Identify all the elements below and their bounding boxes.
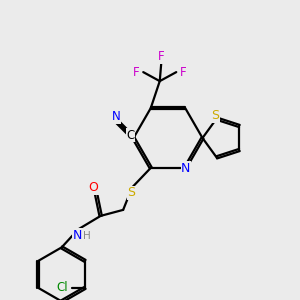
Text: C: C [127, 129, 135, 142]
Text: F: F [179, 66, 186, 79]
Text: S: S [128, 186, 136, 199]
Text: O: O [88, 181, 98, 194]
Text: N: N [73, 229, 82, 242]
Text: N: N [181, 162, 190, 175]
Text: S: S [211, 109, 219, 122]
Text: N: N [112, 110, 121, 123]
Text: F: F [133, 66, 140, 79]
Text: F: F [158, 50, 165, 63]
Text: Cl: Cl [56, 281, 68, 294]
Text: H: H [83, 231, 91, 241]
